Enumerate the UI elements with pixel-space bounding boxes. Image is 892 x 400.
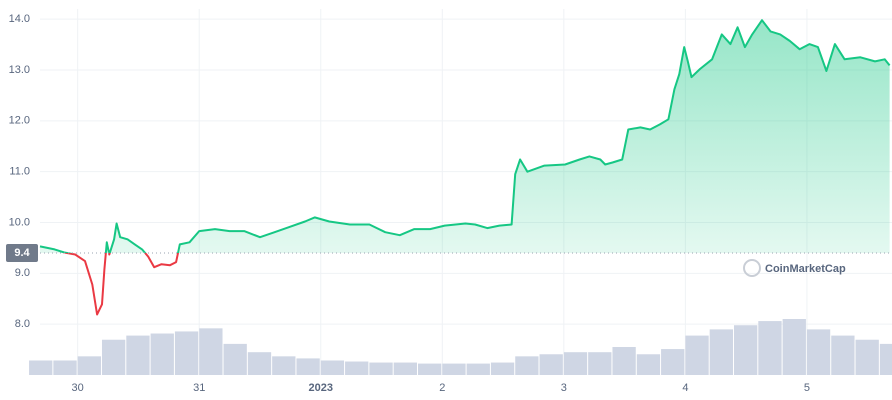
volume-bar [369, 362, 393, 375]
volume-bar [758, 321, 782, 375]
volume-bar [247, 352, 272, 375]
price-line [39, 19, 891, 253]
y-tick-label: 11.0 [9, 166, 30, 178]
x-tick-label: 30 [72, 382, 84, 394]
volume-bar [733, 325, 758, 375]
y-tick-label: 9.0 [15, 267, 30, 279]
y-tick-label: 12.0 [9, 115, 30, 127]
x-tick-label: 3 [561, 382, 567, 394]
volume-bar [126, 335, 150, 375]
x-tick-label: 4 [682, 382, 688, 394]
volume-bar [442, 363, 466, 375]
watermark-logo [743, 259, 761, 277]
volume-bar [539, 354, 563, 375]
volume-bar [296, 358, 320, 375]
volume-bar [53, 360, 77, 375]
volume-bar [661, 349, 685, 375]
x-tick-label: 2023 [309, 382, 333, 394]
volume-bar [685, 335, 709, 375]
volume-bar [101, 339, 126, 375]
volume-bar [345, 361, 369, 375]
area-fill [40, 20, 890, 253]
y-tick-label: 8.0 [15, 318, 30, 330]
volume-bar [272, 356, 296, 375]
volume-bar [782, 319, 806, 375]
y-tick-label: 10.0 [9, 216, 30, 228]
y-tick-label: 13.0 [9, 64, 30, 76]
watermark: CoinMarketCap [765, 263, 846, 275]
volume-bar [320, 360, 345, 375]
x-tick-label: 5 [804, 382, 810, 394]
volume-bar [515, 356, 539, 375]
volume-bar [174, 331, 199, 375]
volume-bar [879, 343, 892, 375]
volume-bar [612, 347, 636, 375]
reference-label: 9.4 [14, 247, 30, 259]
volume-bar [29, 360, 53, 375]
x-tick-label: 31 [193, 382, 205, 394]
volume-bar [709, 329, 733, 375]
volume-bar [393, 362, 417, 375]
volume-bar [417, 363, 442, 375]
volume-bar [150, 333, 174, 375]
y-tick-label: 14.0 [9, 13, 30, 25]
reference-label-box [6, 244, 38, 262]
volume-bar [490, 362, 515, 375]
volume-bar [199, 328, 223, 375]
volume-bar [806, 329, 831, 375]
volume-bar [466, 363, 490, 375]
volume-bar [855, 339, 879, 375]
volume-bar [223, 343, 247, 375]
volume-bar [77, 356, 101, 375]
volume-bar [636, 354, 661, 375]
volume-bar [831, 335, 855, 375]
volume-bar [563, 352, 588, 375]
volume-bar [588, 352, 612, 375]
x-tick-label: 2 [439, 382, 445, 394]
